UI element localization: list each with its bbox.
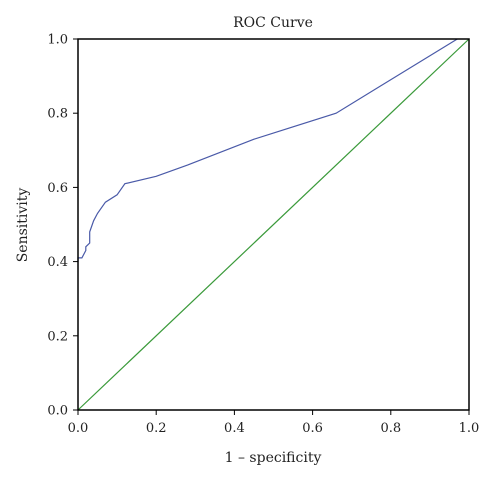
- y-axis-title: Sensitivity: [15, 188, 31, 263]
- x-tick-label: 1.0: [459, 421, 480, 436]
- x-tick-label: 0.0: [68, 421, 89, 436]
- y-tick-label: 0.4: [47, 255, 68, 270]
- x-tick-label: 0.4: [224, 421, 245, 436]
- plot-frame: [77, 38, 470, 411]
- x-tick-label: 0.2: [146, 421, 167, 436]
- chart-title: ROC Curve: [233, 15, 313, 31]
- series-line-1: [77, 38, 470, 411]
- series-line-0: [77, 38, 458, 262]
- y-tick-label: 0.0: [47, 404, 68, 419]
- x-axis-title: 1 – specificity: [225, 450, 322, 466]
- y-tick-label: 0.6: [47, 181, 68, 196]
- x-tick-label: 0.6: [302, 421, 323, 436]
- x-tick-label: 0.8: [380, 421, 401, 436]
- plot-area: 0.0 0.2 0.4 0.6 0.8 1.0 0.0 0.2 0.4 0.6 0.8 1.0: [47, 33, 479, 437]
- y-tick-label: 0.8: [47, 107, 68, 122]
- y-tick-label: 0.2: [47, 329, 68, 344]
- y-tick-label: 1.0: [47, 33, 68, 48]
